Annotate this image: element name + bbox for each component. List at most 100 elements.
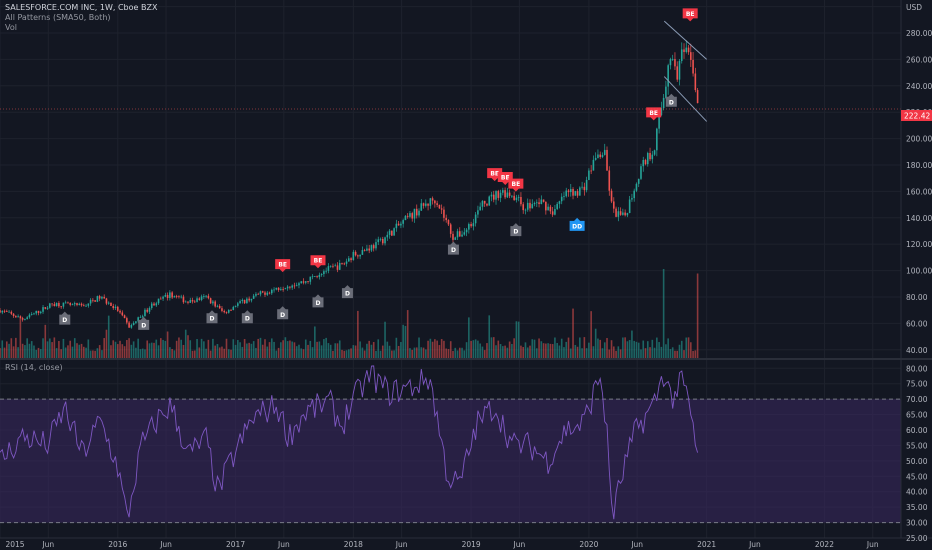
bearish-pattern-marker: BE bbox=[275, 259, 291, 273]
volume-bar bbox=[320, 345, 323, 359]
candle-body bbox=[153, 303, 155, 306]
volume-bar bbox=[468, 317, 470, 359]
candle-body bbox=[671, 59, 674, 60]
candle-body bbox=[35, 310, 38, 314]
candle-body bbox=[590, 170, 592, 172]
volume-bar bbox=[302, 349, 305, 359]
volume-bar bbox=[522, 347, 525, 359]
candle-body bbox=[676, 66, 679, 80]
time-axis[interactable]: 2015 Jun 2016 Jun 2017 Jun 2018 Jun 2019 Jun 2020 J… bbox=[5, 540, 878, 549]
volume-bar bbox=[488, 315, 491, 359]
candle-body bbox=[622, 212, 624, 215]
volume-bar bbox=[223, 348, 226, 359]
candle-body bbox=[397, 223, 400, 226]
candle-body bbox=[55, 303, 58, 307]
rsi-axis[interactable]: 25.00 30.00 35.00 40.00 45.00 50.00 55.00 60.00… bbox=[906, 364, 928, 543]
volume-bar bbox=[449, 341, 452, 359]
volume-bar bbox=[676, 350, 679, 359]
volume-bar bbox=[60, 349, 62, 359]
marker-label: D bbox=[345, 291, 350, 298]
volume-bar bbox=[160, 338, 162, 359]
candle-body bbox=[588, 170, 590, 180]
candle-body bbox=[3, 310, 6, 312]
candle-body bbox=[633, 190, 635, 199]
candle-body bbox=[160, 298, 162, 300]
candle-body bbox=[273, 289, 275, 291]
volume-bar bbox=[508, 341, 511, 359]
volume-bar bbox=[479, 343, 481, 359]
volume-bar bbox=[631, 330, 633, 359]
candle-body bbox=[384, 237, 386, 244]
volume-bar bbox=[628, 340, 631, 359]
candle-body bbox=[393, 228, 395, 236]
volume-bar bbox=[642, 340, 645, 359]
volume-bar bbox=[617, 346, 620, 359]
candle-body bbox=[447, 220, 450, 225]
volume-bar bbox=[542, 343, 545, 359]
candle-body bbox=[443, 209, 445, 218]
volume-bar bbox=[372, 342, 375, 359]
candle-body bbox=[502, 190, 504, 193]
candle-body bbox=[549, 206, 552, 212]
price-tick-label: 160.00 bbox=[906, 187, 932, 196]
candle-body bbox=[216, 305, 219, 307]
neutral-pattern-marker: D bbox=[241, 310, 253, 324]
candle-body bbox=[1, 310, 4, 313]
volume-bar bbox=[30, 341, 33, 359]
patterns-legend[interactable]: All Patterns (SMA50, Both) bbox=[5, 13, 111, 22]
volume-bar bbox=[87, 339, 90, 359]
volume-bar bbox=[461, 347, 463, 359]
candle-body bbox=[454, 237, 457, 240]
volume-bar bbox=[563, 347, 565, 359]
candle-body bbox=[60, 306, 62, 308]
candle-body bbox=[107, 302, 110, 304]
last-price-badge: 222.42 bbox=[901, 110, 932, 121]
volume-bar bbox=[28, 343, 31, 359]
volume-bar bbox=[289, 340, 291, 359]
marker-label: D bbox=[316, 300, 321, 307]
volume-bar bbox=[438, 345, 441, 359]
candle-body bbox=[379, 238, 382, 240]
volume-bar bbox=[524, 342, 527, 359]
candle-body bbox=[565, 190, 568, 197]
rsi-legend[interactable]: RSI (14, close) bbox=[5, 363, 63, 372]
marker-label: D bbox=[141, 322, 146, 329]
candle-body bbox=[314, 276, 316, 278]
symbol-title[interactable]: SALESFORCE.COM INC, 1W, Cboe BZX bbox=[5, 3, 158, 12]
volume-bar bbox=[413, 347, 416, 359]
volume-bar bbox=[363, 350, 366, 359]
volume-bar bbox=[481, 346, 484, 359]
volume-bar bbox=[411, 349, 414, 359]
volume-bar bbox=[282, 340, 284, 359]
volume-bar bbox=[58, 341, 60, 359]
volume-bar bbox=[402, 324, 404, 359]
candle-body bbox=[280, 289, 282, 291]
candle-body bbox=[137, 317, 139, 322]
candle-body bbox=[227, 309, 230, 313]
trend-line bbox=[663, 76, 708, 122]
volume-bar bbox=[384, 321, 386, 359]
candle-body bbox=[631, 198, 633, 200]
marker-shape bbox=[241, 310, 253, 324]
volume-bar bbox=[234, 344, 237, 359]
volume-bar bbox=[239, 342, 241, 359]
time-tick-label: 2021 bbox=[697, 540, 716, 549]
volume-bar bbox=[146, 340, 149, 359]
neutral-pattern-marker: D bbox=[341, 285, 353, 299]
volume-bar bbox=[445, 348, 447, 359]
volume-bar bbox=[671, 347, 674, 359]
candle-body bbox=[425, 203, 427, 206]
volume-bar bbox=[477, 340, 479, 359]
volume-bar bbox=[350, 348, 352, 359]
candle-body bbox=[225, 312, 228, 313]
volume-legend[interactable]: Vol bbox=[5, 23, 17, 32]
volume-bar bbox=[0, 348, 1, 359]
candle-body bbox=[144, 309, 146, 317]
volume-bar bbox=[431, 341, 434, 359]
volume-bar bbox=[221, 346, 223, 359]
price-tick-label: 80.00 bbox=[906, 293, 928, 302]
candle-body bbox=[318, 274, 321, 278]
volume-bar bbox=[352, 345, 355, 359]
candle-body bbox=[26, 317, 28, 320]
candle-body bbox=[474, 214, 477, 224]
